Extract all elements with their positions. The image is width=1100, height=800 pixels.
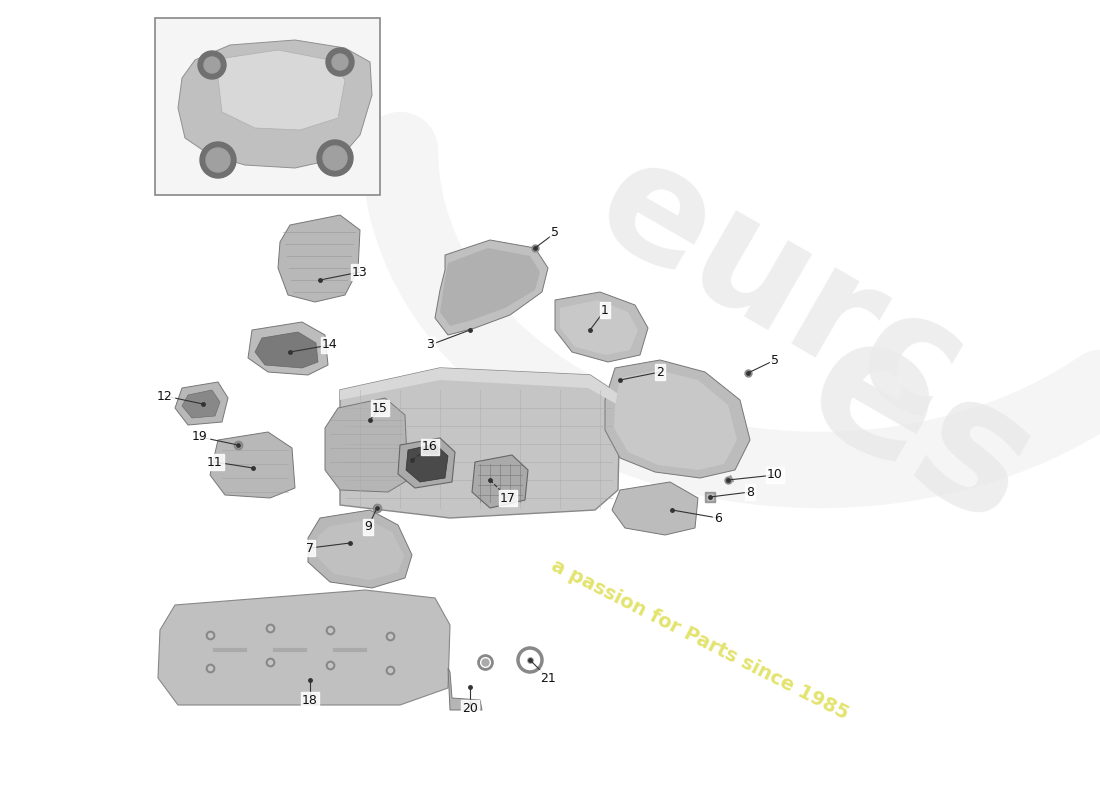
Text: eurc: eurc xyxy=(570,124,990,456)
Polygon shape xyxy=(612,482,698,535)
Text: 2: 2 xyxy=(656,366,664,378)
Text: 12: 12 xyxy=(157,390,173,402)
Polygon shape xyxy=(472,455,528,508)
Polygon shape xyxy=(556,292,648,362)
Polygon shape xyxy=(182,390,220,418)
Polygon shape xyxy=(340,368,620,518)
Polygon shape xyxy=(248,322,328,375)
Circle shape xyxy=(200,142,236,178)
Polygon shape xyxy=(178,40,372,168)
Text: 16: 16 xyxy=(422,441,438,454)
Text: 20: 20 xyxy=(462,702,477,714)
Circle shape xyxy=(206,148,230,172)
Text: 11: 11 xyxy=(207,455,223,469)
Text: es: es xyxy=(777,296,1064,564)
Circle shape xyxy=(326,48,354,76)
Polygon shape xyxy=(308,510,412,588)
Text: 14: 14 xyxy=(322,338,338,351)
Polygon shape xyxy=(614,370,737,470)
Text: 17: 17 xyxy=(500,491,516,505)
Polygon shape xyxy=(158,590,450,705)
Polygon shape xyxy=(255,332,318,368)
Bar xyxy=(155,18,380,195)
Polygon shape xyxy=(218,50,345,130)
Text: 15: 15 xyxy=(372,402,388,414)
Polygon shape xyxy=(440,248,540,326)
Polygon shape xyxy=(340,368,620,405)
Polygon shape xyxy=(560,300,638,355)
Circle shape xyxy=(323,146,346,170)
Text: 6: 6 xyxy=(714,511,722,525)
Text: 1: 1 xyxy=(601,303,609,317)
Text: 19: 19 xyxy=(192,430,208,443)
Polygon shape xyxy=(448,668,482,710)
Text: 18: 18 xyxy=(302,694,318,706)
Text: 9: 9 xyxy=(364,521,372,534)
Polygon shape xyxy=(398,438,455,488)
Text: 5: 5 xyxy=(771,354,779,366)
Polygon shape xyxy=(324,398,408,492)
Polygon shape xyxy=(316,520,404,580)
Circle shape xyxy=(204,57,220,73)
Text: 21: 21 xyxy=(540,671,556,685)
Text: 7: 7 xyxy=(306,542,313,554)
Text: 3: 3 xyxy=(426,338,433,351)
Text: 8: 8 xyxy=(746,486,754,498)
Polygon shape xyxy=(406,444,448,482)
Text: 13: 13 xyxy=(352,266,367,278)
Circle shape xyxy=(198,51,226,79)
Polygon shape xyxy=(175,382,228,425)
Text: 5: 5 xyxy=(551,226,559,239)
Text: a passion for Parts since 1985: a passion for Parts since 1985 xyxy=(548,556,851,724)
Polygon shape xyxy=(210,432,295,498)
Circle shape xyxy=(317,140,353,176)
Text: 10: 10 xyxy=(767,469,783,482)
Polygon shape xyxy=(278,215,360,302)
Polygon shape xyxy=(605,360,750,478)
Polygon shape xyxy=(434,240,548,335)
Circle shape xyxy=(332,54,348,70)
